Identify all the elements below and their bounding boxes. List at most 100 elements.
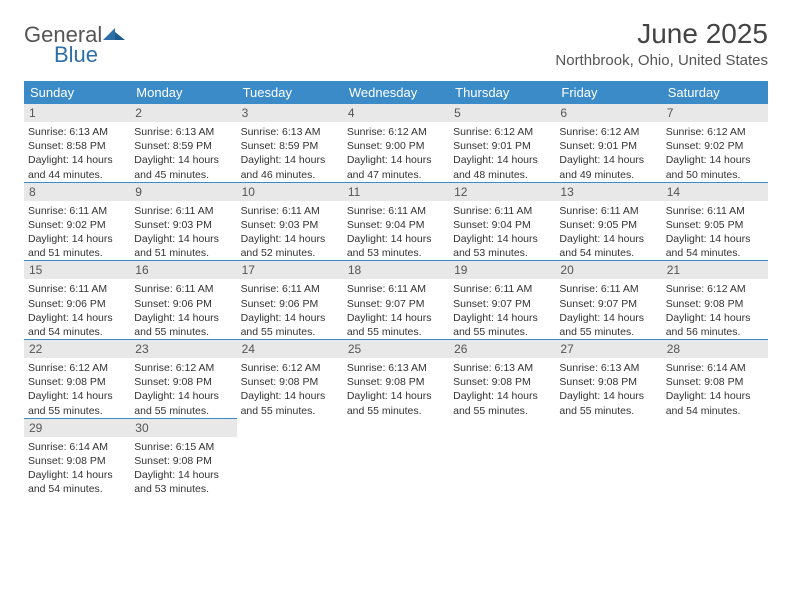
day-number: 29 xyxy=(24,419,130,437)
day-number: 25 xyxy=(343,340,449,358)
day-number: 16 xyxy=(130,261,236,279)
calendar-cell: 25Sunrise: 6:13 AMSunset: 9:08 PMDayligh… xyxy=(343,340,449,419)
day-info: Sunrise: 6:11 AMSunset: 9:05 PMDaylight:… xyxy=(662,201,768,261)
day-info: Sunrise: 6:11 AMSunset: 9:06 PMDaylight:… xyxy=(24,279,130,339)
day-number: 10 xyxy=(237,183,343,201)
calendar-cell: 15Sunrise: 6:11 AMSunset: 9:06 PMDayligh… xyxy=(24,261,130,340)
day-number: 13 xyxy=(555,183,661,201)
day-info: Sunrise: 6:11 AMSunset: 9:06 PMDaylight:… xyxy=(237,279,343,339)
day-info: Sunrise: 6:11 AMSunset: 9:03 PMDaylight:… xyxy=(130,201,236,261)
day-header: Tuesday xyxy=(237,81,343,104)
day-info: Sunrise: 6:12 AMSunset: 9:08 PMDaylight:… xyxy=(237,358,343,418)
day-header: Saturday xyxy=(662,81,768,104)
day-number: 19 xyxy=(449,261,555,279)
calendar-cell: 17Sunrise: 6:11 AMSunset: 9:06 PMDayligh… xyxy=(237,261,343,340)
day-number: 26 xyxy=(449,340,555,358)
calendar-cell: 8Sunrise: 6:11 AMSunset: 9:02 PMDaylight… xyxy=(24,182,130,261)
day-number: 15 xyxy=(24,261,130,279)
day-info: Sunrise: 6:12 AMSunset: 9:08 PMDaylight:… xyxy=(662,279,768,339)
calendar-cell: 19Sunrise: 6:11 AMSunset: 9:07 PMDayligh… xyxy=(449,261,555,340)
day-number: 28 xyxy=(662,340,768,358)
day-number: 9 xyxy=(130,183,236,201)
day-number: 5 xyxy=(449,104,555,122)
day-number: 14 xyxy=(662,183,768,201)
header: GeneralBlue June 2025 Northbrook, Ohio, … xyxy=(24,18,768,69)
day-info: Sunrise: 6:13 AMSunset: 9:08 PMDaylight:… xyxy=(343,358,449,418)
calendar-head: SundayMondayTuesdayWednesdayThursdayFrid… xyxy=(24,81,768,104)
day-info: Sunrise: 6:12 AMSunset: 9:00 PMDaylight:… xyxy=(343,122,449,182)
calendar-week: 29Sunrise: 6:14 AMSunset: 9:08 PMDayligh… xyxy=(24,418,768,496)
day-number: 6 xyxy=(555,104,661,122)
calendar-cell: 10Sunrise: 6:11 AMSunset: 9:03 PMDayligh… xyxy=(237,182,343,261)
day-number: 30 xyxy=(130,419,236,437)
calendar-cell: 23Sunrise: 6:12 AMSunset: 9:08 PMDayligh… xyxy=(130,340,236,419)
day-info: Sunrise: 6:12 AMSunset: 9:08 PMDaylight:… xyxy=(24,358,130,418)
day-info: Sunrise: 6:12 AMSunset: 9:01 PMDaylight:… xyxy=(555,122,661,182)
day-info: Sunrise: 6:14 AMSunset: 9:08 PMDaylight:… xyxy=(24,437,130,497)
calendar-cell: 22Sunrise: 6:12 AMSunset: 9:08 PMDayligh… xyxy=(24,340,130,419)
calendar-cell: 28Sunrise: 6:14 AMSunset: 9:08 PMDayligh… xyxy=(662,340,768,419)
day-info: Sunrise: 6:12 AMSunset: 9:01 PMDaylight:… xyxy=(449,122,555,182)
calendar-cell: 20Sunrise: 6:11 AMSunset: 9:07 PMDayligh… xyxy=(555,261,661,340)
day-info: Sunrise: 6:11 AMSunset: 9:03 PMDaylight:… xyxy=(237,201,343,261)
day-number: 8 xyxy=(24,183,130,201)
day-number: 4 xyxy=(343,104,449,122)
calendar-cell: 6Sunrise: 6:12 AMSunset: 9:01 PMDaylight… xyxy=(555,104,661,182)
day-number: 21 xyxy=(662,261,768,279)
calendar-cell: 27Sunrise: 6:13 AMSunset: 9:08 PMDayligh… xyxy=(555,340,661,419)
calendar-week: 22Sunrise: 6:12 AMSunset: 9:08 PMDayligh… xyxy=(24,340,768,419)
day-number: 3 xyxy=(237,104,343,122)
calendar-cell: 30Sunrise: 6:15 AMSunset: 9:08 PMDayligh… xyxy=(130,418,236,496)
logo-swoosh-icon xyxy=(103,27,127,46)
day-number: 12 xyxy=(449,183,555,201)
day-info: Sunrise: 6:13 AMSunset: 9:08 PMDaylight:… xyxy=(449,358,555,418)
calendar-cell: 9Sunrise: 6:11 AMSunset: 9:03 PMDaylight… xyxy=(130,182,236,261)
day-header: Monday xyxy=(130,81,236,104)
day-number: 18 xyxy=(343,261,449,279)
day-number: 17 xyxy=(237,261,343,279)
day-info: Sunrise: 6:15 AMSunset: 9:08 PMDaylight:… xyxy=(130,437,236,497)
day-number: 7 xyxy=(662,104,768,122)
day-info: Sunrise: 6:14 AMSunset: 9:08 PMDaylight:… xyxy=(662,358,768,418)
calendar-cell: 7Sunrise: 6:12 AMSunset: 9:02 PMDaylight… xyxy=(662,104,768,182)
calendar-cell: 29Sunrise: 6:14 AMSunset: 9:08 PMDayligh… xyxy=(24,418,130,496)
month-title: June 2025 xyxy=(555,18,768,50)
day-info: Sunrise: 6:13 AMSunset: 8:58 PMDaylight:… xyxy=(24,122,130,182)
day-number: 20 xyxy=(555,261,661,279)
day-info: Sunrise: 6:11 AMSunset: 9:07 PMDaylight:… xyxy=(343,279,449,339)
day-header: Thursday xyxy=(449,81,555,104)
day-info: Sunrise: 6:11 AMSunset: 9:04 PMDaylight:… xyxy=(343,201,449,261)
day-info: Sunrise: 6:11 AMSunset: 9:06 PMDaylight:… xyxy=(130,279,236,339)
calendar-cell: 3Sunrise: 6:13 AMSunset: 8:59 PMDaylight… xyxy=(237,104,343,182)
day-header: Wednesday xyxy=(343,81,449,104)
day-header: Friday xyxy=(555,81,661,104)
logo-text-blue: Blue xyxy=(54,42,98,68)
calendar-cell: 16Sunrise: 6:11 AMSunset: 9:06 PMDayligh… xyxy=(130,261,236,340)
calendar-week: 15Sunrise: 6:11 AMSunset: 9:06 PMDayligh… xyxy=(24,261,768,340)
day-info: Sunrise: 6:11 AMSunset: 9:07 PMDaylight:… xyxy=(555,279,661,339)
day-info: Sunrise: 6:13 AMSunset: 8:59 PMDaylight:… xyxy=(237,122,343,182)
calendar-table: SundayMondayTuesdayWednesdayThursdayFrid… xyxy=(24,81,768,496)
calendar-cell xyxy=(555,418,661,496)
day-number: 22 xyxy=(24,340,130,358)
calendar-cell xyxy=(449,418,555,496)
calendar-cell: 12Sunrise: 6:11 AMSunset: 9:04 PMDayligh… xyxy=(449,182,555,261)
calendar-cell xyxy=(343,418,449,496)
day-number: 1 xyxy=(24,104,130,122)
calendar-cell: 11Sunrise: 6:11 AMSunset: 9:04 PMDayligh… xyxy=(343,182,449,261)
calendar-body: 1Sunrise: 6:13 AMSunset: 8:58 PMDaylight… xyxy=(24,104,768,496)
day-info: Sunrise: 6:11 AMSunset: 9:04 PMDaylight:… xyxy=(449,201,555,261)
calendar-cell xyxy=(662,418,768,496)
calendar-cell xyxy=(237,418,343,496)
calendar-cell: 5Sunrise: 6:12 AMSunset: 9:01 PMDaylight… xyxy=(449,104,555,182)
calendar-cell: 4Sunrise: 6:12 AMSunset: 9:00 PMDaylight… xyxy=(343,104,449,182)
calendar-cell: 26Sunrise: 6:13 AMSunset: 9:08 PMDayligh… xyxy=(449,340,555,419)
calendar-cell: 21Sunrise: 6:12 AMSunset: 9:08 PMDayligh… xyxy=(662,261,768,340)
day-number: 23 xyxy=(130,340,236,358)
location: Northbrook, Ohio, United States xyxy=(555,52,768,69)
day-number: 24 xyxy=(237,340,343,358)
calendar-week: 1Sunrise: 6:13 AMSunset: 8:58 PMDaylight… xyxy=(24,104,768,182)
day-info: Sunrise: 6:11 AMSunset: 9:02 PMDaylight:… xyxy=(24,201,130,261)
day-info: Sunrise: 6:11 AMSunset: 9:05 PMDaylight:… xyxy=(555,201,661,261)
day-info: Sunrise: 6:13 AMSunset: 9:08 PMDaylight:… xyxy=(555,358,661,418)
